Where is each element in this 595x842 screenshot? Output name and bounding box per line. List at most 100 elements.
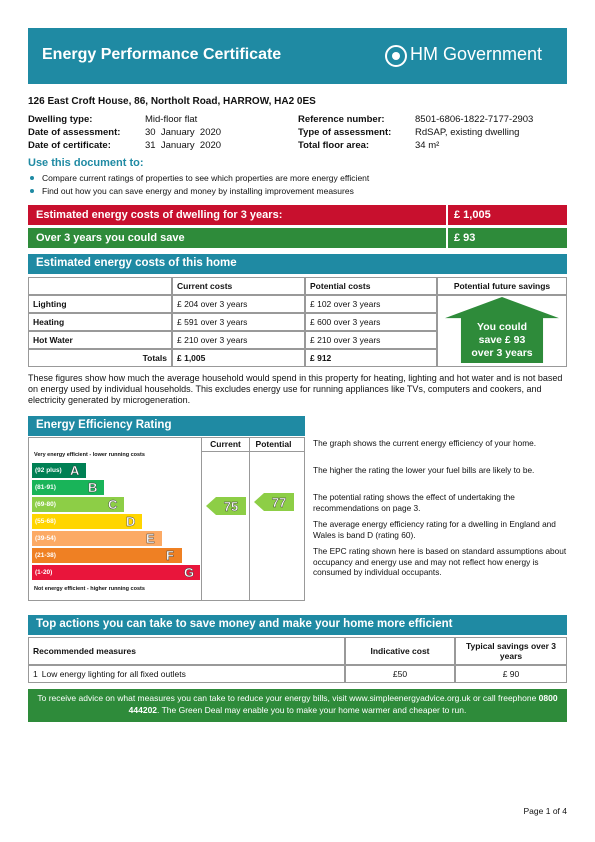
column-header: Potential future savings bbox=[437, 277, 567, 295]
cost-cell: £ 210 over 3 years bbox=[305, 331, 437, 349]
crest bbox=[385, 45, 407, 67]
cost-cell: £ 591 over 3 years bbox=[172, 313, 305, 331]
efficiency-note: The graph shows the current energy effic… bbox=[313, 438, 537, 448]
detail-label: Date of certificate: bbox=[28, 140, 111, 151]
rating-arrow bbox=[254, 493, 294, 511]
detail-label: Date of assessment: bbox=[28, 127, 121, 138]
band-range: (39-54) bbox=[35, 535, 56, 542]
band-letter: E bbox=[146, 531, 155, 546]
savings-text: save £ 93 bbox=[478, 334, 526, 346]
efficiency-note: The potential rating shows the effect of… bbox=[313, 492, 515, 513]
column-header: Current bbox=[210, 439, 241, 449]
title: Energy Performance Certificate bbox=[42, 46, 282, 63]
savings-cell bbox=[437, 295, 567, 367]
logo: HM Government bbox=[410, 44, 543, 64]
band-letter: G bbox=[184, 565, 195, 580]
footer-box: To receive advice on what measures you c… bbox=[28, 689, 567, 722]
row-label: Heating bbox=[28, 313, 172, 331]
summary-value: £ 1,005 bbox=[448, 205, 567, 225]
use-title: Use this document to: bbox=[28, 157, 144, 169]
rating-band bbox=[32, 497, 124, 512]
column-header: Potential bbox=[255, 439, 292, 449]
rating-band bbox=[32, 548, 182, 563]
detail-value: RdSAP, existing dwelling bbox=[415, 127, 520, 138]
phone: 0800 444202 bbox=[128, 693, 558, 715]
bullet bbox=[30, 189, 34, 193]
use-item: Find out how you can save energy and mon… bbox=[42, 186, 354, 196]
efficiency-note: The EPC rating shown here is based on st… bbox=[313, 546, 567, 577]
cost-cell: £ 102 over 3 years bbox=[305, 295, 437, 313]
band-letter: C bbox=[108, 497, 118, 512]
action-row: 1 Low energy lighting for all fixed outle… bbox=[28, 665, 345, 683]
col-line bbox=[249, 437, 250, 601]
action-cost: £50 bbox=[345, 665, 455, 683]
rating-band bbox=[32, 514, 142, 529]
action-number: 1 bbox=[33, 669, 38, 679]
bottom-caption: Not energy efficient - higher running co… bbox=[34, 586, 145, 592]
rating-value: 75 bbox=[223, 499, 239, 514]
band-range: (1-20) bbox=[35, 569, 53, 576]
rating-band bbox=[32, 463, 86, 478]
chart-box bbox=[28, 437, 305, 601]
section-header: Top actions you can take to save money a… bbox=[28, 615, 567, 635]
totals-potential: £ 912 bbox=[305, 349, 437, 367]
savings-text: You could bbox=[477, 321, 527, 333]
band-range: (21-38) bbox=[35, 552, 56, 559]
band-range: (69-80) bbox=[35, 501, 56, 508]
cost-cell: £ 600 over 3 years bbox=[305, 313, 437, 331]
band-letter: D bbox=[126, 514, 136, 529]
band-range: (81-91) bbox=[35, 484, 56, 491]
detail-value: 31 January 2020 bbox=[145, 140, 222, 151]
detail-label: Total floor area: bbox=[298, 140, 370, 151]
cost-cell: £ 210 over 3 years bbox=[172, 331, 305, 349]
cost-cell: £ 204 over 3 years bbox=[172, 295, 305, 313]
header-bar: Energy Performance Certificate HM Govern… bbox=[28, 28, 567, 84]
top-caption: Very energy efficient - lower running co… bbox=[34, 452, 145, 458]
savings-text: over 3 years bbox=[471, 347, 533, 359]
efficiency-note: The higher the rating the lower your fue… bbox=[313, 465, 535, 475]
detail-value: Mid-floor flat bbox=[145, 114, 198, 125]
col-line bbox=[201, 451, 305, 452]
page-number: Page 1 of 4 bbox=[523, 806, 567, 816]
rating-band bbox=[32, 565, 200, 580]
bullet bbox=[30, 176, 34, 180]
column-header: Indicative cost bbox=[345, 637, 455, 665]
detail-label: Type of assessment: bbox=[298, 127, 392, 138]
band-letter: B bbox=[88, 480, 98, 495]
totals-current: £ 1,005 bbox=[172, 349, 305, 367]
band-range: (55-68) bbox=[35, 518, 56, 525]
row-label: Lighting bbox=[28, 295, 172, 313]
footer-text: . The Green Deal may enable you to make … bbox=[157, 705, 467, 715]
summary-bar: Over 3 years you could save bbox=[28, 228, 446, 248]
section-header: Energy Efficiency Rating bbox=[28, 416, 305, 436]
band-letter: A bbox=[70, 463, 80, 478]
band-letter: F bbox=[166, 548, 174, 563]
address: 126 East Croft House, 86, Northolt Road,… bbox=[28, 96, 316, 107]
totals-label: Totals bbox=[28, 349, 172, 367]
use-item: Compare current ratings of properties to… bbox=[42, 173, 370, 183]
summary-value: £ 93 bbox=[448, 228, 567, 248]
rating-value: 77 bbox=[271, 495, 287, 510]
row-label: Hot Water bbox=[28, 331, 172, 349]
cell bbox=[28, 277, 172, 295]
note: These figures show how much the average … bbox=[28, 373, 563, 405]
rating-band bbox=[32, 480, 104, 495]
action-text: Low energy lighting for all fixed outlet… bbox=[41, 669, 186, 679]
column-header: Potential costs bbox=[305, 277, 437, 295]
rating-band bbox=[32, 531, 162, 546]
rating-arrow bbox=[206, 497, 246, 515]
detail-label: Reference number: bbox=[298, 114, 385, 125]
col-line bbox=[201, 437, 202, 601]
column-header: Recommended measures bbox=[28, 637, 345, 665]
detail-value: 34 m² bbox=[415, 140, 440, 151]
section-header: Estimated energy costs of this home bbox=[28, 254, 567, 274]
detail-label: Dwelling type: bbox=[28, 114, 93, 125]
action-saving: £ 90 bbox=[455, 665, 567, 683]
summary-bar: Estimated energy costs of dwelling for 3… bbox=[28, 205, 446, 225]
efficiency-note: The average energy efficiency rating for… bbox=[313, 519, 556, 540]
column-header: Typical savings over 3 years bbox=[455, 637, 567, 665]
band-range: (92 plus) bbox=[35, 467, 62, 474]
column-header: Current costs bbox=[172, 277, 305, 295]
detail-value: 8501-6806-1822-7177-2903 bbox=[415, 114, 534, 125]
